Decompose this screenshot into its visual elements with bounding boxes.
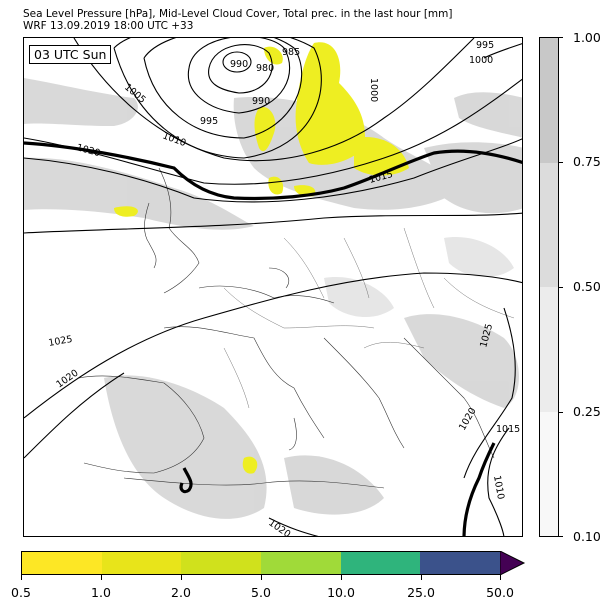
precip-colorbar-label: 5.0 (251, 585, 271, 600)
isobar-label: 1015 (496, 424, 520, 435)
colorbar-band (181, 552, 262, 574)
precip-colorbar-label: 10.0 (327, 585, 355, 600)
colorbar-tick (101, 575, 102, 580)
cloud-colorbar-label: 0.10 (573, 529, 601, 544)
colorbar-tick (181, 575, 182, 580)
colorbar-extend-arrow (500, 551, 526, 575)
cloud-colorbar-label: 1.00 (573, 30, 601, 45)
isobar-label: 980 (256, 63, 274, 74)
coastlines (78, 167, 495, 489)
cloud-colorbar-label: 0.75 (573, 154, 601, 169)
colorbar-tick (558, 162, 563, 163)
colorbar-band (540, 38, 558, 163)
precip-colorbar-label: 0.5 (11, 585, 31, 600)
valid-time-label: 03 UTC Sun (29, 45, 112, 64)
precip-colorbar-label: 50.0 (486, 585, 514, 600)
colorbar-tick (21, 575, 22, 580)
colorbar-tick (558, 287, 563, 288)
colorbar-tick (558, 37, 563, 38)
colorbar-tick (558, 412, 563, 413)
isobar-label: 1020 (75, 142, 101, 159)
isobar-label: 1010 (161, 130, 187, 149)
cloud-colorbar-label: 0.50 (573, 279, 601, 294)
isobar-label: 1025 (48, 334, 74, 349)
weather-map: 990 985 980 1005 990 995 1000 1000 995 1… (24, 38, 522, 536)
precip-colorbar-label: 1.0 (91, 585, 111, 600)
map-panel: 990 985 980 1005 990 995 1000 1000 995 1… (23, 37, 523, 537)
isobar-label: 985 (282, 47, 300, 58)
isobar-label: 1010 (491, 475, 506, 501)
isobar-label: 1000 (368, 78, 379, 102)
isobar-label: 990 (252, 96, 270, 107)
colorbar-band (540, 287, 558, 412)
colorbar-band (540, 162, 558, 287)
cloud-cover-colorbar (539, 37, 559, 537)
precip-colorbar-label: 2.0 (171, 585, 191, 600)
cloud-cover-light (324, 237, 514, 318)
isobars (24, 38, 522, 536)
isobar-label: 990 (230, 59, 248, 70)
precipitation-colorbar (21, 551, 501, 575)
precip-colorbar-label: 25.0 (407, 585, 435, 600)
isobar-label: 995 (200, 116, 218, 127)
borders (223, 227, 515, 409)
isobar-label: 1020 (54, 368, 80, 391)
figure-title: Sea Level Pressure [hPa], Mid-Level Clou… (23, 8, 453, 20)
precipitation-layer (114, 42, 409, 474)
isobar-label: 1020 (457, 406, 479, 432)
isobar-1015-thick (24, 141, 522, 536)
isobar-label: 995 (476, 40, 494, 51)
colorbar-band (420, 552, 501, 574)
colorbar-tick (261, 575, 262, 580)
isobar-label: 1000 (469, 55, 493, 66)
colorbar-band (22, 552, 102, 574)
colorbar-tick (558, 536, 563, 537)
colorbar-tick (341, 575, 342, 580)
colorbar-band (101, 552, 182, 574)
cloud-colorbar-label: 0.25 (573, 404, 601, 419)
colorbar-tick (500, 575, 501, 580)
colorbar-band (540, 411, 558, 536)
colorbar-tick (421, 575, 422, 580)
figure-subtitle: WRF 13.09.2019 18:00 UTC +33 (23, 20, 194, 32)
colorbar-band (261, 552, 341, 574)
colorbar-band (340, 552, 421, 574)
